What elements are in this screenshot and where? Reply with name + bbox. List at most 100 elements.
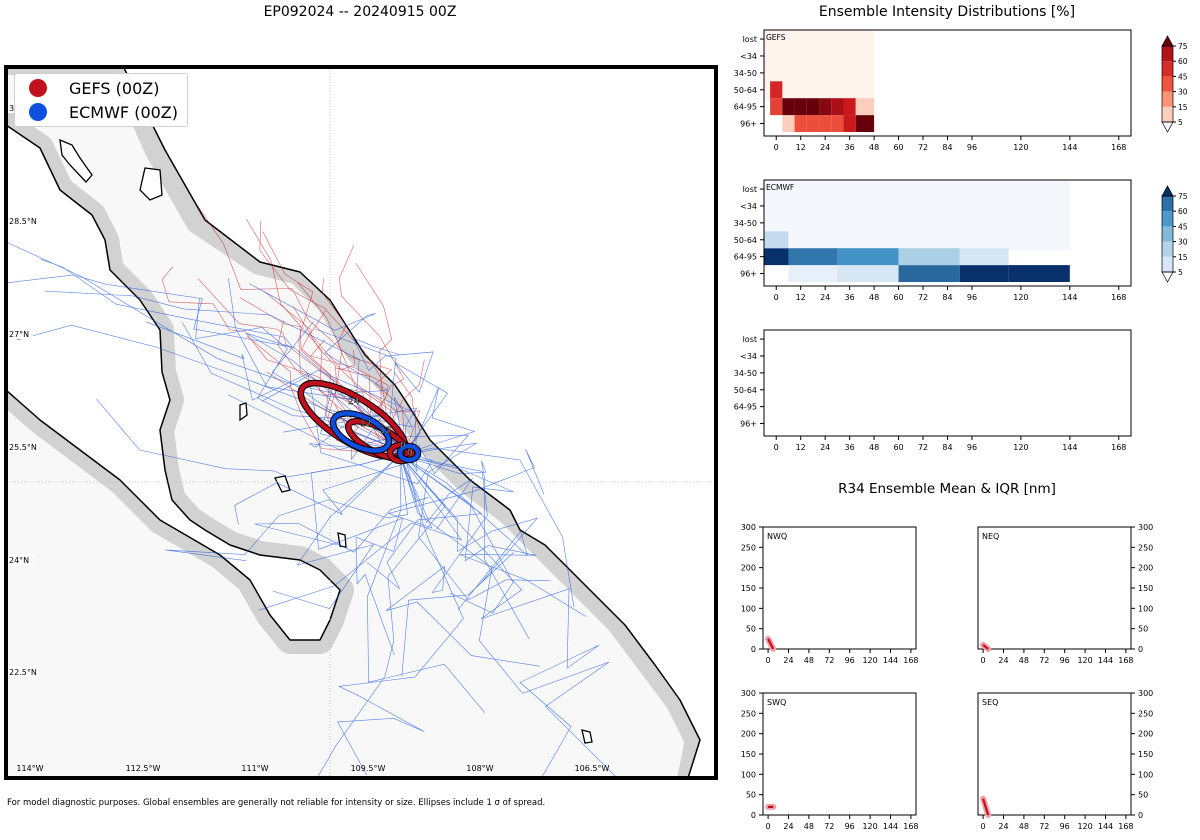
y-tick-label: 150 [1138, 584, 1153, 593]
ecmwf-track [399, 454, 618, 778]
quadrant-label: SWQ [767, 698, 786, 707]
x-tick-label: 72 [1039, 656, 1049, 665]
gefs-track [355, 262, 406, 453]
y-tick-label: 50-64 [734, 236, 757, 245]
panel-frame [977, 692, 1132, 816]
heatmap-cell [831, 115, 844, 132]
heatmap-cell [764, 248, 789, 266]
colorbar-frame [1161, 195, 1174, 273]
x-tick-label: 48 [869, 293, 879, 302]
intensity-panel-ecmwf: ECMWF 96+ 64-95 50-64 34-50 <34 lost 0 12 24 36 48 6… [734, 179, 1132, 302]
gefs-colorbar: 75 60 45 30 15 5 [1161, 35, 1188, 133]
lat-label: 22.5°N [9, 668, 37, 677]
baja-land [6, 124, 341, 641]
colorbar-tick-label: 75 [1178, 192, 1188, 201]
y-tick-label: 200 [741, 564, 756, 573]
quadrant-label: NEQ [982, 532, 999, 541]
x-tick-label: 96 [967, 293, 977, 302]
x-tick-label: 120 [1013, 293, 1028, 302]
ecmwf-track [254, 451, 429, 553]
r34-title: R34 Ensemble Mean & IQR [nm] [838, 481, 1056, 497]
heatmap-cell [831, 98, 844, 116]
x-tick-label: 168 [1111, 293, 1126, 302]
gefs-track [277, 320, 406, 453]
colorbar-frame [1161, 45, 1174, 123]
lat-label: 25.5°N [9, 443, 37, 452]
y-tick-label: 0 [1138, 645, 1143, 654]
heatmap-background [764, 180, 1070, 251]
panel-label: GEFS [766, 33, 786, 42]
colorbar-tick-label: 30 [1178, 88, 1188, 97]
colorbar-tick-label: 30 [1178, 238, 1188, 247]
colorbar-tick-label: 75 [1178, 42, 1188, 51]
ecmwf-track [399, 454, 586, 617]
y-tick-label: 96+ [740, 420, 757, 429]
intensity-panel-gefs: GEFS 96+ 64-95 50-64 34-50 <34 lost 0 12 24 36 48 60… [734, 29, 1132, 152]
y-tick-label: 150 [741, 750, 756, 759]
x-tick-label: 48 [869, 443, 879, 452]
heatmap-cell [782, 98, 795, 116]
x-tick-label: 0 [774, 293, 779, 302]
panel-frame [763, 329, 1132, 437]
y-tick-label: 250 [741, 543, 756, 552]
colorbar-tick-label: 60 [1178, 207, 1188, 216]
x-tick-label: 168 [1111, 143, 1126, 152]
ecmwf-track [387, 449, 545, 529]
colorbar-segment [1162, 91, 1173, 107]
track-map: 24 12 12 0 0 30°N 28.5°N 27°N 25.5°N 24°… [4, 65, 718, 780]
x-tick-label: 0 [774, 143, 779, 152]
ecmwf-track [228, 277, 406, 453]
panel-frame [977, 526, 1132, 650]
y-tick-label: 0 [1138, 811, 1143, 820]
x-tick-label: 168 [1111, 443, 1126, 452]
mexico-mainland [122, 67, 716, 778]
map-frame [4, 65, 718, 780]
colorbar-segment [1162, 46, 1173, 62]
y-tick-label: 300 [741, 523, 756, 532]
gefs-track [310, 339, 406, 453]
ecmwf-track [399, 454, 530, 640]
y-tick-label: 100 [741, 770, 756, 779]
heatmap-cell [837, 265, 899, 282]
intensity-title: Ensemble Intensity Distributions [%] [818, 4, 1076, 20]
gefs-track [197, 206, 406, 453]
y-tick-label: 300 [741, 689, 756, 698]
heatmap-cell [764, 231, 789, 249]
heatmap-cell [837, 248, 899, 266]
main-title: EP092024 -- 20240915 00Z [263, 4, 457, 20]
colorbar-segment [1162, 211, 1173, 227]
r34-panel-swq: SWQ 300 250 200 150 100 50 0 0 24 48 72 96 120 144 168 [741, 689, 919, 831]
y-tick-label: 96+ [740, 120, 757, 129]
x-tick-label: 48 [804, 822, 814, 831]
x-tick-label: 96 [967, 143, 977, 152]
ecmwf-track [399, 454, 539, 677]
x-tick-label: 24 [820, 293, 830, 302]
lon-label: 109.5°W [351, 764, 386, 773]
ecmwf-track [44, 290, 406, 453]
x-tick-label: 12 [796, 143, 806, 152]
y-tick-label: 50 [1138, 791, 1148, 800]
x-tick-label: 144 [1098, 822, 1113, 831]
ecmwf-track [6, 241, 414, 453]
heatmap-cell [788, 265, 838, 282]
x-tick-label: 84 [942, 293, 952, 302]
heatmap-cell [855, 98, 875, 116]
heatmap-cell [782, 115, 795, 132]
y-tick-label: 64-95 [734, 253, 757, 262]
heatmap-cell [843, 115, 856, 132]
y-tick-label: lost [743, 335, 757, 344]
ellipse-labels: 24 12 12 0 0 [348, 397, 413, 458]
ecmwf-track [385, 454, 540, 667]
ecmwf-marker-icon [29, 103, 47, 121]
x-tick-label: 0 [766, 656, 771, 665]
colorbar-tick-label: 5 [1178, 268, 1183, 277]
heatmap-cell [819, 115, 832, 132]
quadrant-label: SEQ [982, 698, 998, 707]
colorbar-tick-label: 45 [1178, 222, 1188, 231]
y-tick-label: <34 [740, 52, 757, 61]
ecmwf-track [399, 442, 551, 601]
y-tick-label: 250 [1138, 709, 1153, 718]
x-tick-label: 60 [893, 143, 903, 152]
lon-labels: 114°W 112.5°W 111°W 109.5°W 108°W 106.5°… [16, 764, 609, 773]
colorbar-segment [1162, 226, 1173, 242]
